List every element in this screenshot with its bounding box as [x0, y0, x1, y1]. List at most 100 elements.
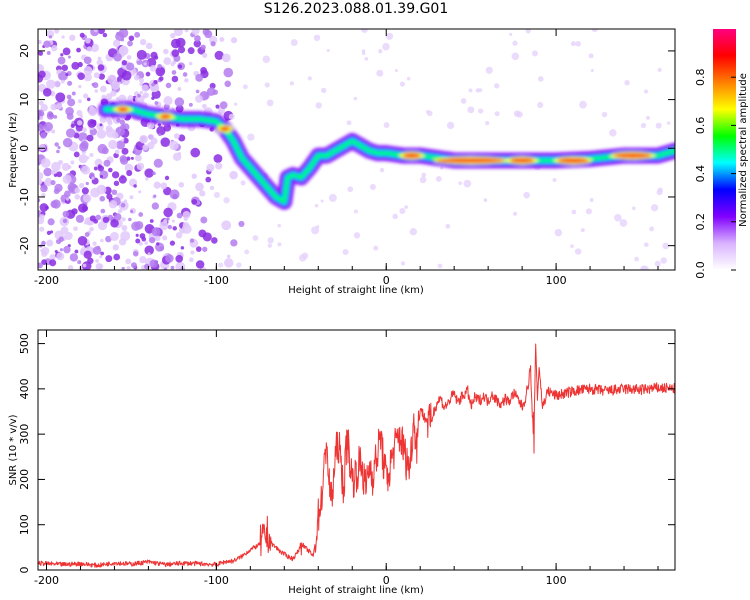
- noise-blob: [206, 163, 215, 172]
- noise-blob: [73, 151, 80, 158]
- noise-blob: [62, 137, 73, 148]
- noise-blob: [226, 254, 231, 259]
- noise-blob: [151, 227, 161, 237]
- noise-blob: [48, 35, 53, 39]
- noise-blob: [57, 146, 61, 150]
- noise-blob: [62, 174, 72, 184]
- noise-blob: [56, 252, 65, 261]
- noise-blob: [99, 195, 106, 202]
- noise-blob: [97, 64, 105, 71]
- noise-blob: [112, 244, 119, 251]
- noise-blob: [41, 259, 47, 266]
- noise-blob: [78, 203, 88, 213]
- page-title: S126.2023.088.01.39.G01: [263, 1, 449, 17]
- noise-blob: [198, 229, 207, 238]
- noise-blob: [38, 143, 46, 151]
- noise-blob: [99, 123, 103, 127]
- noise-blob: [134, 31, 141, 38]
- spectrogram-y-axis-label: Frequency (Hz): [8, 112, 19, 188]
- noise-blob: [126, 55, 132, 60]
- noise-blob: [93, 72, 100, 79]
- noise-blob: [649, 226, 655, 232]
- noise-blob: [157, 64, 162, 69]
- noise-blob: [40, 103, 48, 112]
- noise-blob: [117, 209, 123, 214]
- noise-blob: [53, 80, 61, 88]
- noise-blob: [80, 140, 89, 149]
- noise-blob: [86, 97, 91, 102]
- noise-blob: [419, 176, 427, 184]
- noise-blob: [164, 175, 170, 181]
- noise-blob: [50, 180, 56, 186]
- noise-blob: [163, 207, 173, 218]
- noise-blob: [40, 132, 47, 139]
- snr-series-line: [38, 343, 675, 568]
- snr-y-tick-label: 200: [18, 469, 31, 490]
- noise-blob: [184, 29, 189, 33]
- noise-blob: [178, 182, 185, 188]
- noise-blob: [392, 213, 398, 220]
- noise-blob: [475, 88, 480, 93]
- noise-blob: [369, 184, 376, 190]
- noise-blob: [149, 65, 157, 72]
- noise-blob: [78, 182, 85, 189]
- noise-blob: [146, 121, 155, 130]
- noise-blob: [177, 64, 183, 69]
- noise-blob: [406, 76, 411, 81]
- noise-blob: [601, 111, 608, 118]
- noise-blob: [38, 51, 44, 56]
- noise-blob: [139, 255, 147, 264]
- noise-blob: [107, 167, 113, 173]
- noise-blob: [169, 240, 176, 246]
- noise-blob: [588, 53, 594, 59]
- noise-blob: [54, 29, 60, 34]
- noise-blob: [130, 209, 134, 213]
- noise-blob: [195, 74, 204, 82]
- noise-blob: [60, 53, 64, 57]
- noise-blob: [240, 180, 246, 186]
- noise-blob: [364, 56, 369, 61]
- noise-blob: [513, 110, 521, 117]
- noise-blob: [126, 266, 131, 270]
- noise-blob: [247, 133, 255, 141]
- noise-blob: [109, 231, 119, 241]
- noise-blob: [144, 245, 154, 256]
- noise-blob: [193, 40, 201, 48]
- noise-blob: [353, 96, 358, 101]
- noise-blob: [525, 29, 531, 34]
- noise-blob: [56, 149, 60, 154]
- noise-blob: [112, 39, 121, 48]
- noise-blob: [40, 158, 51, 168]
- noise-blob: [121, 138, 125, 142]
- noise-blob: [654, 260, 661, 267]
- noise-blob: [43, 167, 52, 177]
- noise-blob: [532, 50, 538, 57]
- noise-blob: [105, 125, 113, 133]
- noise-blob: [177, 87, 182, 91]
- noise-blob: [171, 219, 175, 223]
- noise-blob: [39, 203, 49, 212]
- noise-blob: [42, 88, 52, 97]
- noise-blob: [127, 95, 134, 102]
- noise-blob: [153, 181, 161, 189]
- noise-blob: [66, 94, 72, 100]
- noise-blob: [70, 123, 75, 128]
- noise-blob: [58, 236, 64, 242]
- noise-blob: [378, 49, 383, 54]
- noise-blob: [139, 90, 144, 95]
- noise-blob: [38, 168, 41, 173]
- noise-blob: [125, 258, 132, 265]
- noise-blob: [92, 82, 99, 89]
- noise-blob: [478, 108, 484, 114]
- noise-blob: [328, 193, 337, 202]
- noise-blob: [77, 99, 82, 104]
- noise-blob: [136, 162, 145, 171]
- noise-blob: [126, 62, 135, 71]
- noise-blob: [182, 72, 188, 77]
- noise-blob: [69, 253, 79, 262]
- snr-x-tick-label: 0: [383, 574, 390, 587]
- noise-blob: [145, 177, 149, 181]
- noise-blob: [61, 162, 70, 171]
- noise-blob: [219, 36, 225, 42]
- noise-blob: [67, 265, 74, 270]
